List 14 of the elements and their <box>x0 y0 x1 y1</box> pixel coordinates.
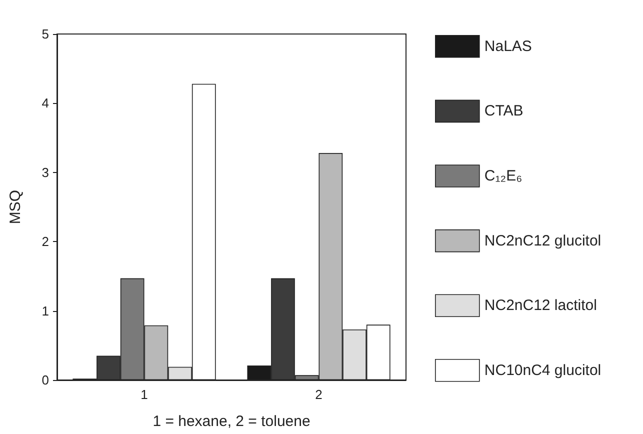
legend-label: NC10nC4 glucitol <box>484 362 602 379</box>
legend-label: NC2nC12 lactitol <box>484 297 597 314</box>
y-tick-label: 0 <box>42 372 49 388</box>
legend-label: CTAB <box>484 102 524 120</box>
y-tick-label: 4 <box>42 96 49 111</box>
y-tick-label: 5 <box>42 26 49 42</box>
legend-label: C₁₂E₆ <box>484 168 522 184</box>
x-axis-title: 1 = hexane, 2 = toluene <box>152 413 310 430</box>
y-tick-label: 2 <box>42 234 49 250</box>
legend-label: NaLAS <box>484 38 532 55</box>
y-tick-label: 1 <box>42 303 49 318</box>
y-axis-title: MSQ <box>7 190 24 224</box>
y-tick-label: 3 <box>42 164 49 180</box>
legend-label: NC2nC12 glucitol <box>484 232 602 250</box>
